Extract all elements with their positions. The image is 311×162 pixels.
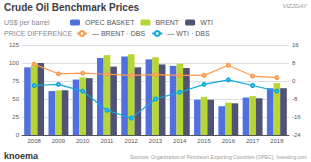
svg-text:2008: 2008: [27, 138, 41, 144]
svg-text:2014: 2014: [173, 138, 187, 144]
svg-text:8: 8: [292, 60, 296, 66]
svg-text:2018: 2018: [270, 138, 284, 144]
svg-text:0: 0: [292, 78, 296, 84]
svg-text:-8: -8: [292, 96, 298, 102]
svg-text:75: 75: [12, 78, 19, 84]
svg-text:2010: 2010: [76, 138, 90, 144]
svg-text:-24: -24: [292, 132, 301, 138]
svg-text:Crude Oil Benchmark Prices: Crude Oil Benchmark Prices: [4, 2, 139, 13]
svg-text:BRENT: BRENT: [155, 19, 179, 26]
svg-text:16: 16: [292, 42, 299, 48]
svg-text:25: 25: [12, 114, 19, 120]
svg-text:VIZ2DAY: VIZ2DAY: [282, 3, 308, 9]
svg-text:US$ per barrel: US$ per barrel: [4, 19, 50, 27]
svg-text:2017: 2017: [246, 138, 260, 144]
svg-text:0: 0: [16, 132, 20, 138]
svg-text:100: 100: [9, 60, 20, 66]
svg-text:OPEC BASKET: OPEC BASKET: [85, 19, 135, 26]
svg-text:— WTI · DBS: — WTI · DBS: [167, 30, 210, 37]
svg-text:PRICE DIFFERENCE: PRICE DIFFERENCE: [4, 30, 72, 37]
svg-text:Sources: Organization of Petro: Sources: Organization of Petroleum Expor…: [130, 154, 307, 160]
svg-text:2009: 2009: [52, 138, 66, 144]
svg-text:2015: 2015: [197, 138, 211, 144]
svg-text:125: 125: [9, 42, 20, 48]
svg-text:2012: 2012: [125, 138, 139, 144]
svg-text:2013: 2013: [149, 138, 163, 144]
svg-text:50: 50: [12, 96, 19, 102]
svg-text:2016: 2016: [222, 138, 236, 144]
svg-text:knoema: knoema: [4, 151, 39, 161]
svg-text:— BRENT · DBS: — BRENT · DBS: [92, 30, 145, 37]
svg-text:WTI: WTI: [200, 19, 213, 26]
svg-text:2011: 2011: [101, 138, 115, 144]
svg-text:-16: -16: [292, 114, 301, 120]
